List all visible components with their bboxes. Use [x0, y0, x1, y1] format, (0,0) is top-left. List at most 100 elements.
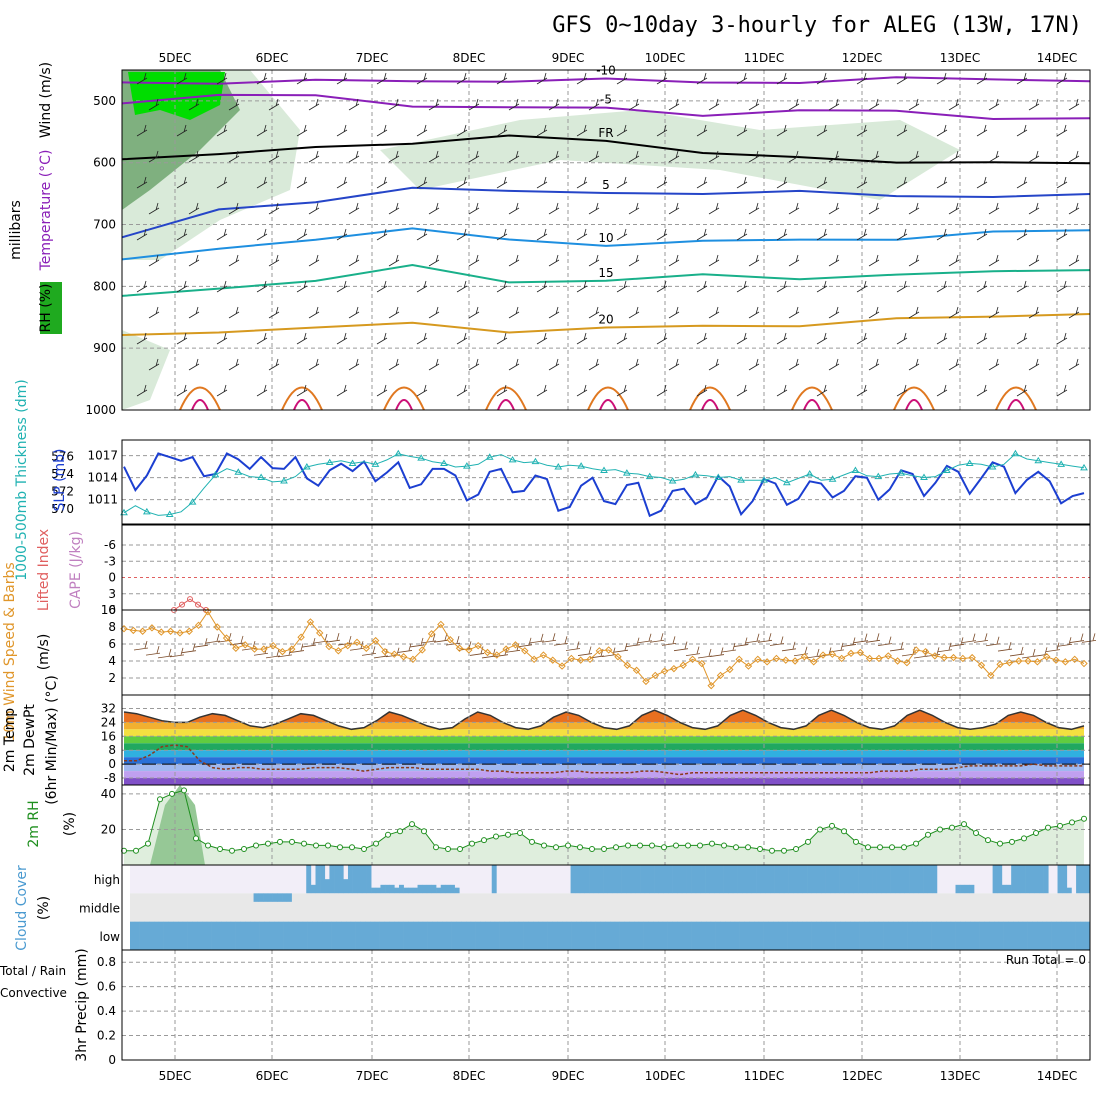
wind-barb-11-22: [1028, 358, 1040, 371]
cloud-cell-high-170: [918, 865, 924, 894]
cloud-cell-low-145: [826, 921, 832, 950]
slp-frame: [121, 439, 1091, 525]
wind10-marker-51: [595, 647, 604, 655]
wind10-barb-19: [361, 646, 377, 656]
wind10-marker-1: [129, 626, 138, 635]
precip-ytick-4: 0.8: [97, 955, 116, 969]
wind-barb-7-12: [628, 254, 640, 267]
wind10-marker-29: [390, 650, 398, 658]
thickness-marker-8: [211, 470, 220, 478]
wind-barb-4-15: [736, 176, 748, 189]
cloud-cell-low-89: [557, 921, 563, 950]
wind-barb-5-15: [748, 202, 760, 215]
cloud-cell-middle-27: [258, 893, 264, 902]
wind10-marker-37: [465, 646, 473, 654]
rh-marker-66: [913, 840, 919, 847]
wind-barb-11-9: [508, 358, 520, 371]
wind-barb-0-18: [856, 72, 868, 85]
wind-barb-10-3: [256, 332, 268, 345]
wind-barb-1-7: [428, 98, 440, 111]
cloud-cell-low-148: [840, 921, 846, 950]
rh-marker-40: [601, 846, 607, 852]
rh-marker-44: [649, 842, 655, 849]
wind10-barb-25: [433, 633, 449, 643]
cloud-cell-high-66: [436, 887, 442, 894]
wind-barb-4-23: [1056, 176, 1068, 189]
thickness-marker-18: [325, 458, 334, 466]
wind10-marker-81: [875, 654, 883, 663]
wind-barb-5-17: [828, 202, 840, 215]
wind10-barb-41: [625, 637, 641, 648]
cloud-cell-high-200: [1057, 865, 1063, 894]
wind-barb-0-23: [1056, 72, 1068, 85]
cloud-cell-low-139: [797, 921, 803, 950]
rh-marker-12: [265, 840, 271, 847]
rh-marker-24: [409, 821, 415, 828]
cloud-cell-high-163: [885, 865, 891, 894]
rh-marker-37: [565, 842, 571, 849]
wind-barb-2-12: [616, 124, 628, 137]
cloud-cell-high-137: [765, 865, 771, 894]
wind10-marker-71: [782, 656, 790, 664]
wind10-barb-0: [133, 640, 149, 651]
cloud-cell-low-116: [686, 921, 692, 950]
wind10-marker-74: [810, 658, 818, 666]
upper-air-ytick-1: 600: [93, 156, 116, 170]
wind-barb-3-11: [588, 150, 600, 163]
cloud-cell-high-42: [324, 879, 330, 894]
wind10-barb-18: [349, 641, 365, 651]
cloud-cell-high-143: [793, 865, 799, 894]
cloud-cell-high-138: [770, 865, 775, 894]
wind10-barb-36: [565, 641, 581, 651]
cloud-cell-low-128: [744, 921, 750, 950]
rh-marker-64: [889, 844, 895, 851]
cloud-cell-high-149: [821, 865, 826, 894]
wind-barb-7-11: [588, 254, 600, 267]
cloud-cell-low-6: [158, 921, 164, 950]
wind-barb-2-23: [1056, 124, 1068, 137]
low-contour-magenta-8: [1007, 399, 1025, 411]
wind-barb-5-6: [388, 202, 400, 215]
thickness-marker-52: [714, 473, 723, 481]
thickness-marker-56: [760, 476, 768, 483]
wind-barb-4-7: [416, 176, 428, 189]
wind10-barb-72: [997, 641, 1013, 652]
temp-mask: [124, 695, 1084, 730]
date-label-bottom-0: 5DEC: [159, 1069, 192, 1083]
wind-barb-0-16: [776, 72, 788, 85]
cloud-cell-high-196: [1038, 865, 1044, 894]
wind10-marker-78: [847, 649, 855, 658]
cloud-cell-high-197: [1043, 865, 1049, 894]
low-contour-orange-4: [587, 386, 629, 411]
date-label-top-5: 10DEC: [645, 51, 685, 65]
rh-marker-74: [1009, 838, 1015, 845]
cloud-cell-low-94: [581, 921, 587, 950]
cloud-cell-low-159: [893, 921, 899, 950]
cloud-cell-high-63: [422, 884, 428, 894]
cloud-cell-high-62: [417, 884, 423, 894]
wind-barb-11-19: [908, 358, 920, 371]
wind10-marker-44: [530, 655, 538, 664]
wind-barb-5-21: [988, 202, 1000, 215]
wind-barb-7-13: [668, 254, 680, 267]
rh-ytick-0: 20: [101, 822, 116, 836]
cloud-cell-low-99: [605, 921, 611, 950]
cloud-cell-low-183: [1008, 921, 1014, 950]
rh-marker-13: [277, 838, 283, 845]
wind-barb-10-14: [696, 332, 708, 345]
wind-barb-0-21: [976, 72, 988, 85]
cloud-cell-high-190: [1011, 865, 1017, 894]
wind-barb-2-10: [536, 124, 548, 137]
cloud-cell-low-130: [754, 921, 760, 950]
wind-barb-4-14: [696, 176, 708, 189]
rh-marker-57: [805, 838, 811, 845]
wind-barb-2-21: [976, 124, 988, 137]
wind10-barb-7: [217, 633, 233, 643]
wind-barb-10-23: [1056, 332, 1068, 345]
cloud-cell-high-162: [881, 865, 887, 894]
cloud-cell-low-56: [398, 921, 404, 950]
wind-barb-0-13: [656, 72, 668, 85]
cloud-cell-low-121: [710, 921, 716, 950]
series-line-10m Wind Speed: [123, 610, 1085, 687]
cloud-cell-low-171: [950, 921, 956, 950]
